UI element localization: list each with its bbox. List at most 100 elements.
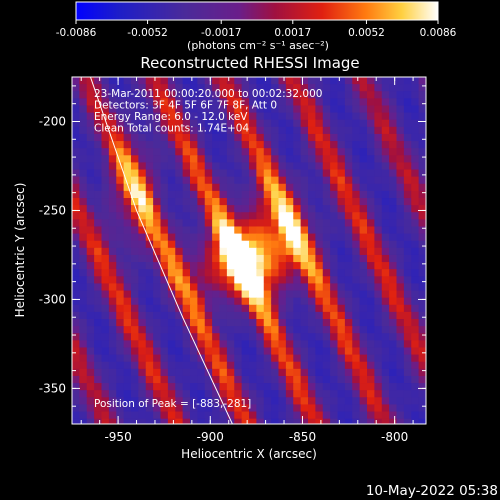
heatmap-cell <box>271 176 280 185</box>
heatmap-cell <box>308 190 316 199</box>
heatmap-cell <box>278 190 287 199</box>
heatmap-cell <box>271 383 280 391</box>
heatmap-cell <box>337 162 346 171</box>
heatmap-cell <box>322 404 331 413</box>
heatmap-cell <box>79 326 88 334</box>
heatmap-cell <box>285 212 294 220</box>
heatmap-cell <box>271 105 280 114</box>
heatmap-cell <box>153 198 162 206</box>
heatmap-cell <box>160 347 169 356</box>
heatmap-cell <box>249 183 257 192</box>
heatmap-cell <box>278 162 287 171</box>
heatmap-cell <box>344 383 353 391</box>
heatmap-cell <box>79 190 88 199</box>
heatmap-cell <box>72 297 80 306</box>
heatmap-cell <box>359 219 368 228</box>
heatmap-cell <box>86 119 95 128</box>
heatmap-cell <box>315 254 324 263</box>
heatmap-cell <box>403 254 412 263</box>
heatmap-cell <box>337 254 346 263</box>
heatmap-cell <box>227 426 235 434</box>
heatmap-cell <box>308 198 316 206</box>
heatmap-cell <box>315 98 324 107</box>
heatmap-cell <box>323 426 331 434</box>
heatmap-cell <box>226 368 235 377</box>
heatmap-cell <box>381 205 390 213</box>
heatmap-cell <box>367 91 375 99</box>
heatmap-cell <box>411 212 420 220</box>
heatmap-cell <box>123 219 132 228</box>
heatmap-cell <box>167 254 176 263</box>
heatmap-cell <box>256 290 265 299</box>
heatmap-cell <box>72 148 80 156</box>
heatmap-cell <box>249 347 257 356</box>
heatmap-cell <box>241 354 250 363</box>
heatmap-cell <box>426 248 434 256</box>
heatmap-cell <box>182 91 191 99</box>
heatmap-cell <box>79 397 88 406</box>
heatmap-cell <box>116 119 125 128</box>
heatmap-cell <box>352 133 361 142</box>
heatmap-cell <box>381 133 390 142</box>
heatmap-cell <box>411 176 420 185</box>
heatmap-cell <box>411 148 420 156</box>
heatmap-cell <box>256 105 265 114</box>
heatmap-cell <box>374 411 383 420</box>
heatmap-cell <box>396 91 405 99</box>
heatmap-cell <box>300 162 309 171</box>
heatmap-cell <box>352 383 361 391</box>
heatmap-cell <box>271 276 280 285</box>
heatmap-cell <box>234 361 243 370</box>
heatmap-cell <box>300 326 309 334</box>
heatmap-cell <box>389 418 398 424</box>
heatmap-cell <box>241 311 250 320</box>
heatmap-cell <box>153 77 162 85</box>
heatmap-cell <box>285 198 294 206</box>
heatmap-cell <box>131 390 139 398</box>
heatmap-cell <box>418 326 426 334</box>
heatmap-cell <box>101 276 110 285</box>
heatmap-cell <box>308 119 316 128</box>
heatmap-cell <box>418 247 426 256</box>
heatmap-cell <box>271 190 280 199</box>
heatmap-cell <box>308 347 316 356</box>
heatmap-cell <box>160 411 169 420</box>
heatmap-cell <box>234 98 243 107</box>
heatmap-cell <box>116 383 125 391</box>
heatmap-cell <box>153 319 162 327</box>
heatmap-cell <box>308 247 316 256</box>
heatmap-cell <box>396 383 405 391</box>
heatmap-cell <box>263 226 272 235</box>
heatmap-cell <box>94 326 103 334</box>
heatmap-cell <box>249 283 257 292</box>
heatmap-cell <box>101 333 110 341</box>
heatmap-cell <box>337 119 346 128</box>
heatmap-cell <box>212 84 221 92</box>
heatmap-cell <box>101 347 110 356</box>
heatmap-cell <box>175 162 184 171</box>
heatmap-cell <box>426 191 434 199</box>
heatmap-cell <box>418 198 426 206</box>
heatmap-cell <box>226 311 235 320</box>
heatmap-cell <box>167 226 176 235</box>
heatmap-cell <box>212 112 221 121</box>
heatmap-cell <box>219 411 228 420</box>
heatmap-cell <box>293 219 302 228</box>
heatmap-cell <box>322 219 331 228</box>
heatmap-cell <box>79 375 88 384</box>
heatmap-cell <box>197 233 206 242</box>
x-tick-label: -900 <box>197 430 224 444</box>
heatmap-cell <box>182 390 191 398</box>
heatmap-cell <box>123 105 132 114</box>
heatmap-cell <box>101 262 110 270</box>
heatmap-cell <box>160 397 169 406</box>
heatmap-cell <box>300 240 309 249</box>
heatmap-cell <box>190 240 198 249</box>
heatmap-cell <box>367 397 375 406</box>
heatmap-cell <box>153 240 162 249</box>
heatmap-cell <box>160 319 169 327</box>
heatmap-cell <box>138 290 147 299</box>
heatmap-cell <box>145 176 154 185</box>
heatmap-cell <box>352 254 361 263</box>
